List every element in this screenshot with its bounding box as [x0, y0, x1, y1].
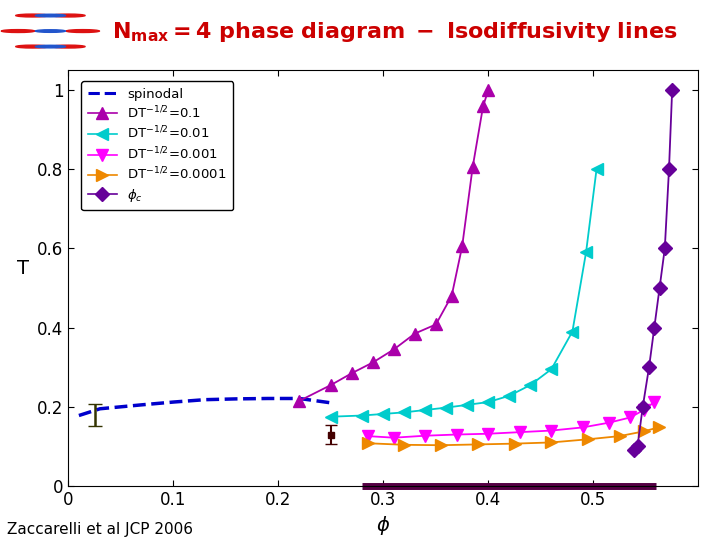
Circle shape	[1, 30, 35, 32]
Circle shape	[35, 45, 66, 48]
Y-axis label: T: T	[17, 259, 30, 278]
Circle shape	[52, 14, 85, 17]
Circle shape	[52, 45, 85, 48]
Legend: spinodal, DT$^{-1/2}$=0.1, DT$^{-1/2}$=0.01, DT$^{-1/2}$=0.001, DT$^{-1/2}$=0.00: spinodal, DT$^{-1/2}$=0.1, DT$^{-1/2}$=0…	[81, 81, 233, 211]
X-axis label: $\phi$: $\phi$	[377, 515, 390, 537]
Circle shape	[35, 14, 66, 17]
Circle shape	[35, 30, 66, 32]
Text: Zaccarelli et al JCP 2006: Zaccarelli et al JCP 2006	[7, 522, 193, 537]
Circle shape	[16, 14, 49, 17]
Circle shape	[16, 45, 49, 48]
Text: $\mathbf{N_{max}}$$\mathbf{=4\ phase\ diagram\ -\ Isodiffusivity\ lines}$: $\mathbf{N_{max}}$$\mathbf{=4\ phase\ di…	[112, 21, 677, 44]
Circle shape	[66, 30, 99, 32]
